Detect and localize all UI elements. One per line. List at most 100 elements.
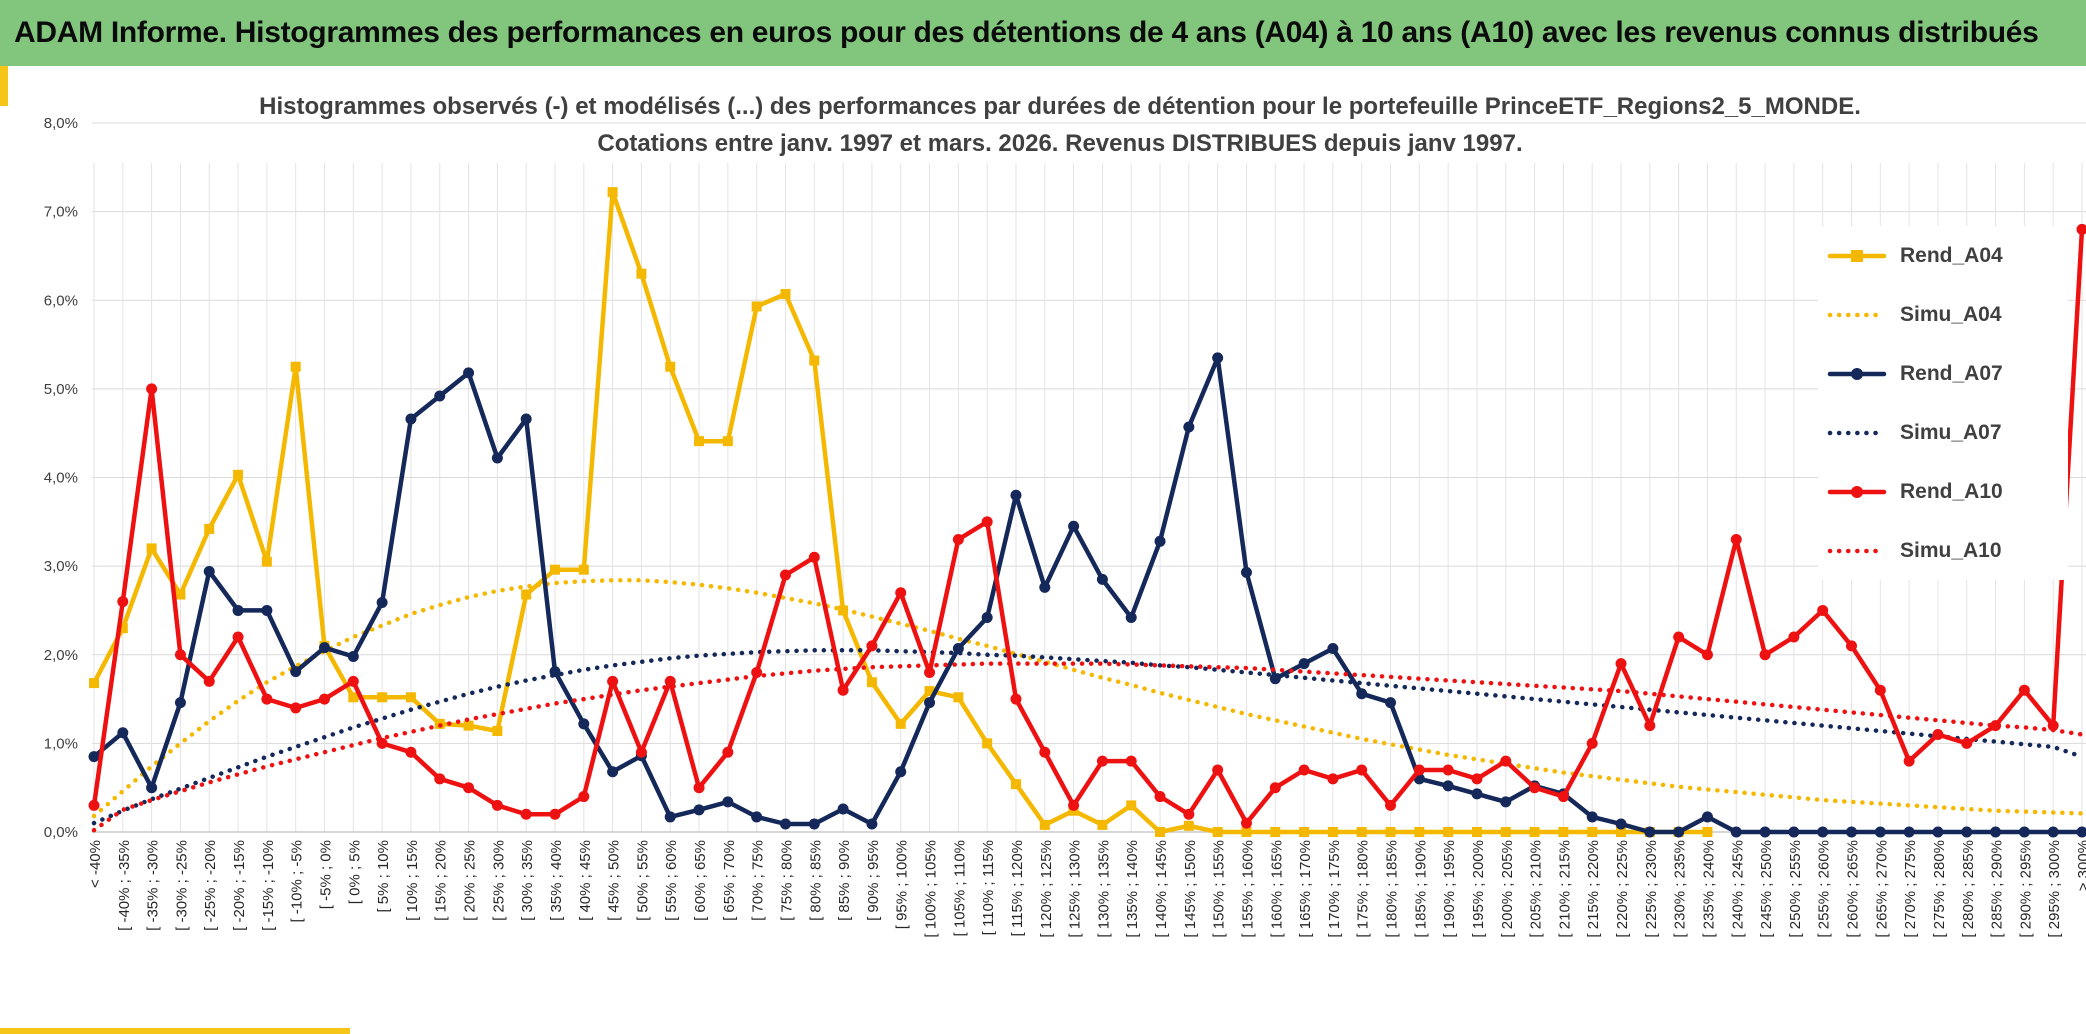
chart-title-line-1: Histogrammes observés (-) et modélisés (… bbox=[259, 93, 1861, 120]
point-Rend_A04 bbox=[1356, 827, 1367, 837]
x-tick-label: [ -25% ; -20% bbox=[202, 840, 219, 931]
point-Rend_A04 bbox=[117, 623, 128, 634]
x-tick-label: [ 115% ; 120% bbox=[1009, 840, 1026, 936]
point-Rend_A10 bbox=[1557, 791, 1569, 803]
point-Rend_A07 bbox=[1990, 826, 2002, 838]
point-Rend_A07 bbox=[779, 818, 791, 830]
point-Rend_A04 bbox=[1500, 827, 1511, 837]
point-Rend_A07 bbox=[866, 818, 878, 830]
point-Rend_A04 bbox=[348, 692, 359, 703]
point-Rend_A10 bbox=[1673, 631, 1685, 643]
point-Rend_A07 bbox=[1788, 826, 1800, 838]
point-Rend_A07 bbox=[837, 803, 849, 815]
series-line-Simu_A04 bbox=[91, 578, 2085, 819]
point-Rend_A10 bbox=[1039, 746, 1051, 758]
point-Rend_A07 bbox=[1615, 818, 1627, 830]
series-line-Rend_A07 bbox=[91, 355, 2085, 835]
point-Rend_A07 bbox=[117, 727, 129, 739]
legend-label: Rend_A10 bbox=[1900, 479, 2003, 503]
y-tick-label: 3,0% bbox=[44, 558, 78, 575]
point-Rend_A07 bbox=[520, 413, 532, 425]
x-tick-label: [ 225% ; 230% bbox=[1643, 840, 1660, 938]
legend-label: Simu_A07 bbox=[1900, 420, 2002, 444]
series-Rend_A10 bbox=[88, 223, 2086, 829]
series-Simu_A07 bbox=[91, 648, 2085, 826]
point-Rend_A07 bbox=[1356, 688, 1368, 700]
point-Rend_A04 bbox=[1183, 820, 1194, 831]
point-Rend_A04 bbox=[1126, 800, 1137, 811]
point-Rend_A04 bbox=[924, 686, 935, 697]
legend-label: Simu_A10 bbox=[1900, 538, 2002, 562]
x-tick-label: [ 85% ; 90% bbox=[836, 840, 853, 921]
point-Rend_A04 bbox=[665, 361, 676, 372]
point-Rend_A10 bbox=[1529, 782, 1541, 794]
legend-item-Rend_A10: Rend_A10 bbox=[1818, 462, 2068, 521]
legend-item-Rend_A07: Rend_A07 bbox=[1818, 344, 2068, 403]
x-tick-label: [ 120% ; 125% bbox=[1038, 840, 1055, 938]
legend-label: Simu_A04 bbox=[1900, 302, 2002, 326]
x-tick-label: [ 175% ; 180% bbox=[1355, 840, 1372, 938]
point-Rend_A10 bbox=[405, 746, 417, 758]
point-Rend_A04 bbox=[1097, 819, 1108, 830]
x-tick-label: [ 75% ; 80% bbox=[778, 840, 795, 921]
x-tick-label: [ 95% ; 100% bbox=[894, 840, 911, 929]
point-Rend_A10 bbox=[117, 596, 129, 608]
point-Rend_A04 bbox=[982, 738, 993, 749]
series-line-Rend_A10 bbox=[91, 227, 2085, 826]
x-tick-label: [ 110% ; 115% bbox=[980, 840, 997, 935]
point-Rend_A04 bbox=[722, 436, 733, 447]
legend-item-Simu_A04: Simu_A04 bbox=[1818, 285, 2068, 344]
point-Rend_A04 bbox=[1616, 827, 1627, 837]
point-Rend_A07 bbox=[924, 697, 936, 709]
point-Rend_A10 bbox=[722, 746, 734, 758]
point-Rend_A07 bbox=[290, 666, 302, 678]
point-Rend_A10 bbox=[1701, 649, 1713, 661]
point-Rend_A04 bbox=[1587, 827, 1598, 837]
point-Rend_A04 bbox=[1471, 827, 1482, 837]
point-Rend_A07 bbox=[1701, 811, 1713, 823]
legend-swatch-Simu_A10 bbox=[1827, 548, 1887, 553]
point-Rend_A07 bbox=[607, 766, 619, 778]
x-tick-label: [ 65% ; 70% bbox=[721, 840, 738, 921]
point-Rend_A07 bbox=[318, 642, 330, 654]
point-Rend_A10 bbox=[1846, 640, 1858, 652]
point-Rend_A07 bbox=[376, 596, 388, 608]
point-Rend_A07 bbox=[1212, 352, 1224, 364]
point-Rend_A10 bbox=[1125, 755, 1137, 767]
y-tick-label: 7,0% bbox=[44, 204, 78, 221]
point-Rend_A10 bbox=[1961, 737, 1973, 749]
chart-title: Histogrammes observés (-) et modélisés (… bbox=[200, 88, 1920, 162]
point-Rend_A07 bbox=[2076, 826, 2086, 838]
point-Rend_A04 bbox=[1443, 827, 1454, 837]
x-tick-label: [ 165% ; 170% bbox=[1297, 840, 1314, 938]
point-Rend_A07 bbox=[1240, 566, 1252, 578]
point-Rend_A10 bbox=[88, 799, 100, 811]
point-Rend_A10 bbox=[434, 773, 446, 785]
point-Rend_A04 bbox=[895, 718, 906, 729]
point-Rend_A07 bbox=[1932, 826, 1944, 838]
x-tick-label: [ 155% ; 160% bbox=[1239, 840, 1256, 938]
point-Rend_A10 bbox=[1068, 799, 1080, 811]
point-Rend_A10 bbox=[347, 675, 359, 687]
point-Rend_A10 bbox=[1183, 808, 1195, 820]
x-tick-label: [ 285% ; 290% bbox=[1989, 840, 2006, 938]
point-Rend_A07 bbox=[1673, 826, 1685, 838]
point-Rend_A10 bbox=[290, 702, 302, 714]
point-Rend_A10 bbox=[1471, 773, 1483, 785]
series-Rend_A07 bbox=[88, 352, 2086, 838]
point-Rend_A10 bbox=[1586, 737, 1598, 749]
x-tick-label: [ 150% ; 155% bbox=[1211, 840, 1228, 938]
banner: ADAM Informe. Histogrammes des performan… bbox=[0, 0, 2086, 66]
x-tick-label: [ 135% ; 140% bbox=[1124, 840, 1141, 938]
x-tick-label: [ 5% ; 10% bbox=[375, 840, 392, 913]
point-Rend_A04 bbox=[809, 355, 820, 366]
point-Rend_A10 bbox=[1442, 764, 1454, 776]
x-tick-label: [ 245% ; 250% bbox=[1758, 840, 1775, 938]
point-Rend_A04 bbox=[1010, 779, 1021, 790]
point-Rend_A07 bbox=[2018, 826, 2030, 838]
point-Rend_A10 bbox=[578, 791, 590, 803]
x-tick-label: [ 210% ; 215% bbox=[1556, 840, 1573, 938]
point-Rend_A07 bbox=[174, 697, 186, 709]
point-Rend_A07 bbox=[1183, 421, 1195, 433]
point-Rend_A04 bbox=[261, 556, 272, 567]
